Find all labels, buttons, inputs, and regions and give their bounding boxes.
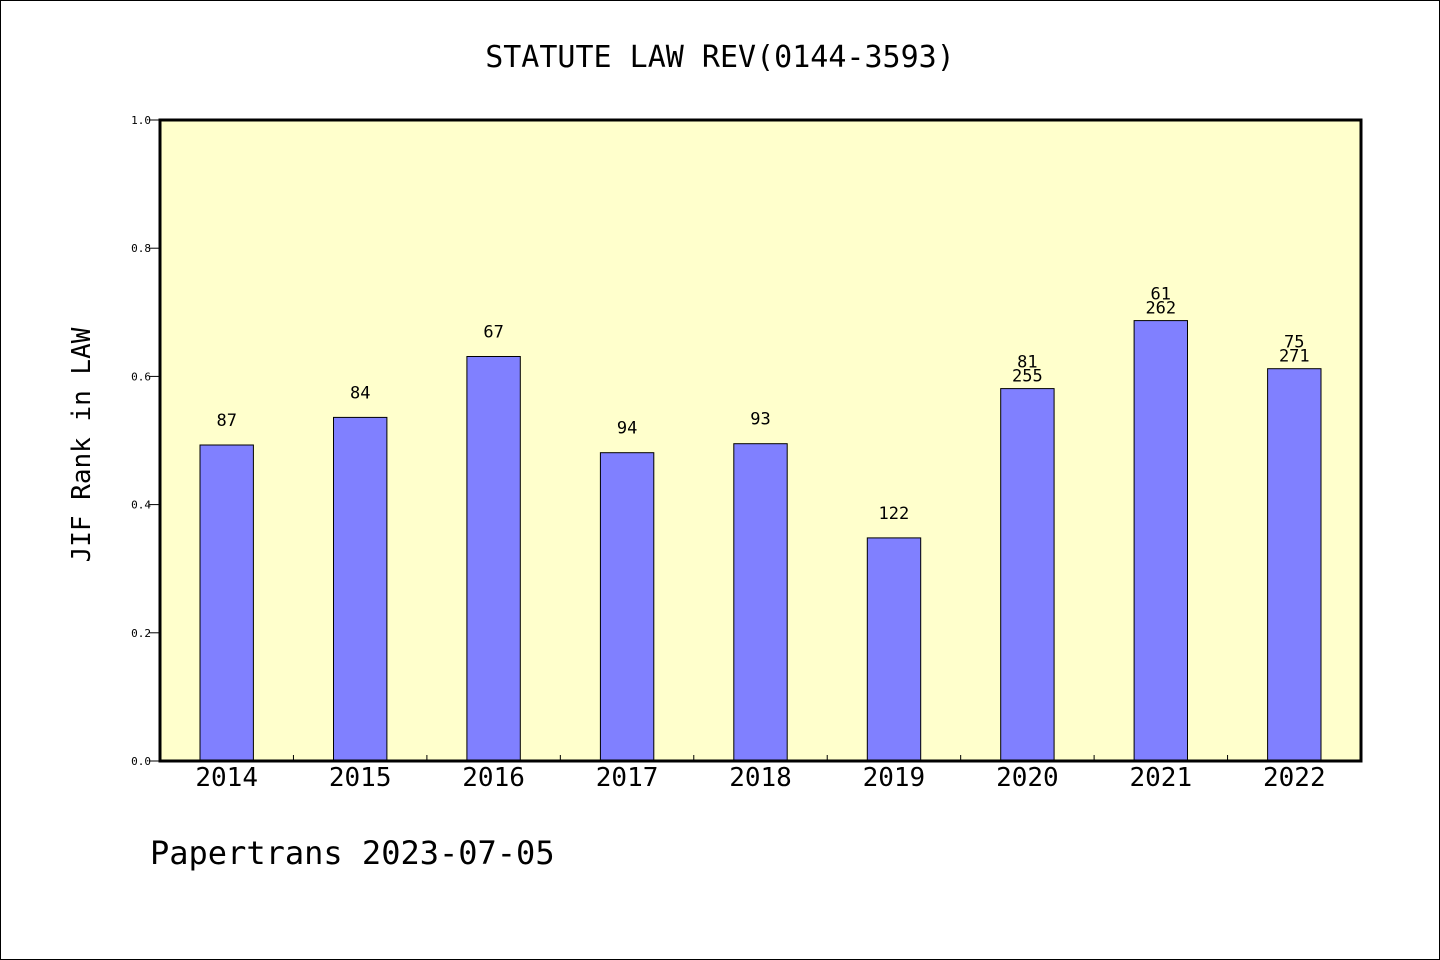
data-label-2020-1: 81 — [1017, 353, 1037, 373]
x-tick-label-2015: 2015 — [329, 763, 392, 793]
bar-2018 — [733, 443, 788, 762]
bar-2022 — [1267, 368, 1322, 762]
x-tick-label-2014: 2014 — [195, 763, 258, 793]
x-axis: 2014 2015 2016 2017 2018 2019 2020 2021 2022 — [195, 755, 1326, 793]
data-label-2020-2: 255 — [1012, 367, 1043, 387]
y-tick-label-0.0: 0.0 — [131, 755, 151, 768]
x-tick-label-2019: 2019 — [863, 763, 926, 793]
plot-border — [158, 118, 1363, 763]
y-axis: 0.0 0.2 0.4 0.6 0.8 1.0 — [131, 114, 160, 768]
data-label-2022-2: 271 — [1279, 347, 1310, 367]
y-tick-label-0.6: 0.6 — [131, 370, 151, 383]
data-label-2021-2: 262 — [1145, 299, 1176, 319]
bar-2021 — [1133, 320, 1188, 762]
y-tick-label-0.8: 0.8 — [131, 242, 151, 255]
x-tick-label-2021: 2021 — [1129, 763, 1192, 793]
y-tick-label-0.4: 0.4 — [131, 499, 151, 512]
bar-2017 — [599, 452, 655, 762]
chart-title: STATUTE LAW REV(0144-3593) — [485, 40, 955, 75]
footer-credit: Papertrans 2023-07-05 — [150, 834, 555, 872]
bar-2016 — [466, 356, 521, 762]
y-tick-label-0.2: 0.2 — [131, 627, 151, 640]
data-label-2016: 67 — [483, 323, 503, 343]
y-axis-label: JIF Rank in LAW — [67, 327, 97, 562]
data-label-2014: 87 — [216, 411, 236, 431]
data-label-2022-1: 75 — [1284, 333, 1304, 353]
data-label-2017: 94 — [617, 419, 637, 439]
x-tick-label-2022: 2022 — [1263, 763, 1326, 793]
data-label-2021-1: 61 — [1151, 285, 1171, 305]
data-label-2018: 93 — [750, 410, 770, 430]
x-tick-label-2016: 2016 — [462, 763, 525, 793]
x-tick-label-2020: 2020 — [996, 763, 1059, 793]
bar-2015 — [333, 416, 388, 762]
bar-2019 — [866, 537, 922, 762]
y-tick-label-1.0: 1.0 — [131, 114, 151, 127]
bar-2014 — [199, 444, 254, 762]
x-tick-label-2017: 2017 — [596, 763, 659, 793]
bars — [199, 320, 1322, 762]
data-label-2019: 122 — [879, 504, 910, 524]
x-tick-label-2018: 2018 — [729, 763, 792, 793]
bar-2020 — [1000, 388, 1055, 762]
data-label-2015: 84 — [350, 383, 370, 403]
